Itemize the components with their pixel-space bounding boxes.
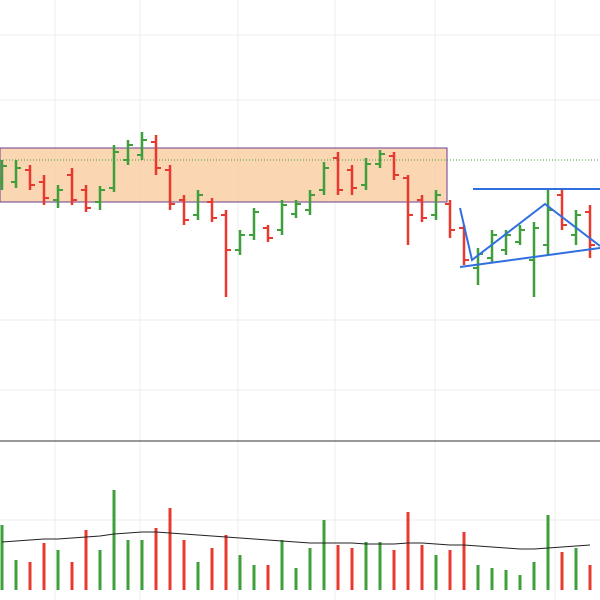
volume-bar [308,548,312,590]
volume-bar [434,555,438,590]
pattern-line [459,202,600,262]
volume-bar [266,565,270,590]
volume-bar [420,545,424,590]
zone [0,147,448,203]
volume-bar [406,512,410,590]
volume-bar [336,545,340,590]
volume-ma [1,531,591,550]
volume-bar [392,550,396,590]
volume-bar [252,565,256,590]
volume-bar [154,528,158,590]
volume-bar [168,508,172,590]
volume-bar [84,530,88,590]
volume-bar [504,570,508,590]
volume-bar [126,540,130,590]
marks [0,132,595,590]
volume-bar [70,562,74,590]
volume-bar [56,550,60,590]
volume-bar [476,565,480,590]
volume-bar [448,550,452,590]
volume-bar [378,542,382,590]
volume-bar [196,562,200,590]
trend-line [459,247,600,268]
volume-bar [0,525,4,590]
volume-bar [532,562,536,590]
volume-bar [350,548,354,590]
volume-bar [490,568,494,590]
volume-bar [322,520,326,590]
volume-bar [112,490,116,590]
volume-bar [210,548,214,590]
volume-bar [98,550,102,590]
volume-bar [518,575,522,590]
volume-bar [294,568,298,590]
volume-bar [224,535,228,590]
drawings [459,188,600,268]
volume-bar [42,543,46,590]
volume-bar [574,548,578,590]
volume-bar [280,540,284,590]
volume-bar [140,540,144,590]
volume-bar [546,515,550,590]
volume-bar [238,555,242,590]
volume-bar [364,542,368,590]
volume-bar [462,532,466,590]
volume-bar [560,552,564,590]
volume-bar [182,540,186,590]
volume-bar [588,565,592,590]
volume-bar [14,560,18,590]
volume-bar [28,562,32,590]
